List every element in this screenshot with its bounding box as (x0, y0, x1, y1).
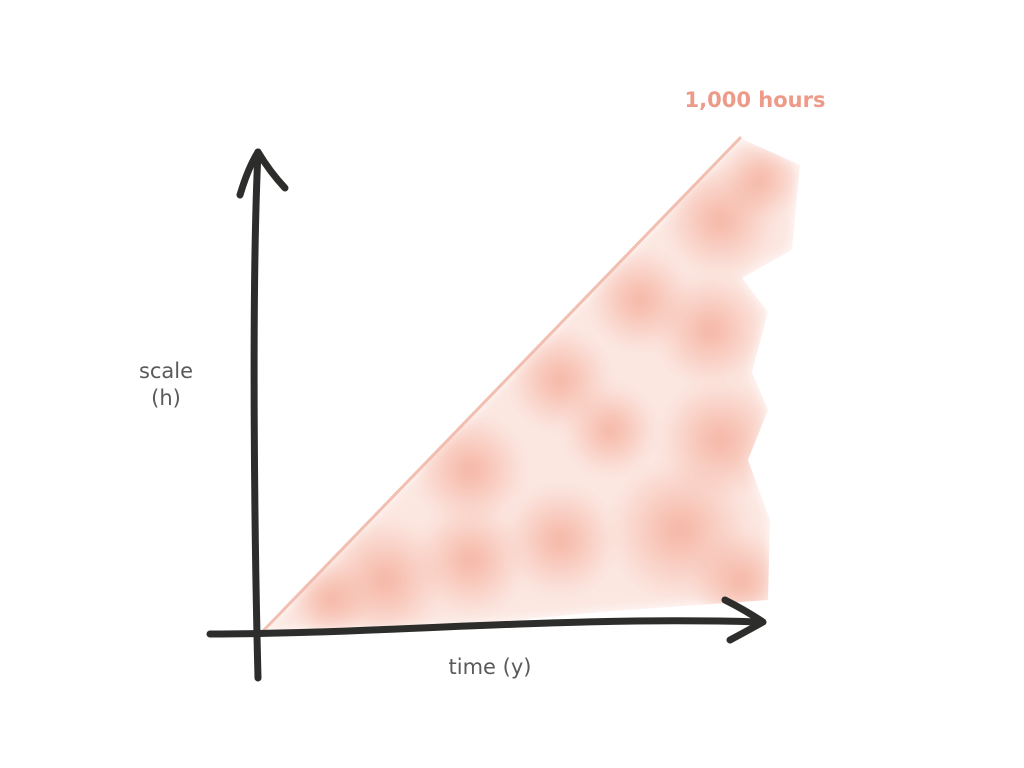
y-axis-label-line2: (h) (151, 386, 181, 410)
area-texture-blob (565, 385, 655, 475)
x-axis-arrowhead (721, 596, 767, 644)
area-texture-blob (660, 380, 780, 500)
x-axis-label: time (y) (448, 655, 532, 679)
area-texture-blob (415, 505, 525, 615)
area-texture-blob (505, 485, 615, 595)
area-fill (262, 138, 800, 632)
y-axis-label: scale (h) (118, 358, 214, 412)
series-line (260, 136, 742, 634)
y-axis (236, 148, 289, 682)
line-end-annotation: 1,000 hours (684, 88, 826, 112)
y-axis-arrowhead (236, 148, 289, 199)
y-axis-label-line1: scale (138, 359, 194, 383)
x-axis (206, 596, 767, 644)
area-texture-blob (720, 140, 800, 220)
area-texture-blob (690, 530, 790, 630)
area-texture-blob (415, 415, 525, 525)
area-texture-blob (590, 250, 690, 350)
